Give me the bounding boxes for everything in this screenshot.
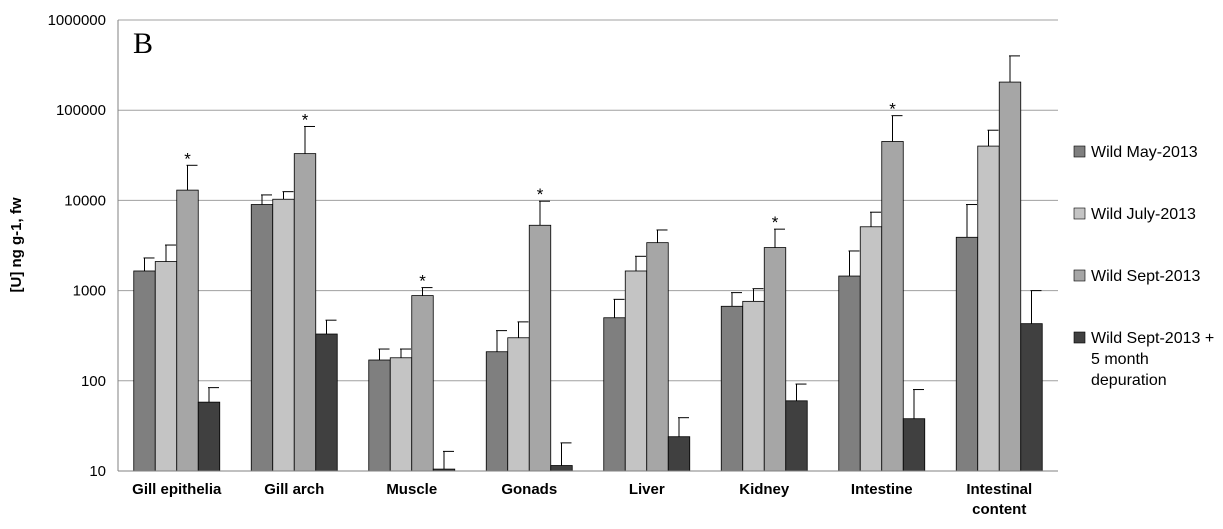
bar (176, 189, 199, 472)
y-tick-label: 100000 (56, 102, 106, 119)
x-category-label: Kidney (739, 481, 790, 498)
bar (1020, 323, 1043, 472)
legend-label: Wild May-2013 (1091, 144, 1198, 161)
bar (977, 145, 1000, 472)
axes (117, 20, 1058, 472)
bar (624, 270, 648, 472)
panel-label: B (133, 27, 153, 60)
legend-swatch (1073, 145, 1086, 158)
y-tick-label: 10000 (64, 192, 106, 209)
x-category-labels: Gill epithelia Gill arch Muscle Gonads Liver… (132, 481, 1032, 518)
legend: Wild May-2013 Wild July-2013 Wild Sept-201… (1073, 144, 1214, 389)
significance-marker: * (537, 185, 544, 204)
bar (955, 236, 979, 472)
bar (293, 153, 317, 472)
significance-marker: * (302, 110, 309, 129)
bar (315, 333, 338, 472)
significance-marker: * (419, 272, 426, 291)
y-axis-label: [U] ng g-1, fw (8, 197, 25, 292)
bar (389, 357, 413, 472)
bar (411, 295, 434, 472)
bar (603, 317, 626, 472)
bar (197, 401, 221, 472)
x-category-label: Muscle (386, 481, 437, 498)
x-category-label: Intestinal content (966, 481, 1032, 518)
bar (785, 400, 808, 472)
legend-label: Wild July-2013 (1091, 206, 1196, 223)
bar (720, 305, 744, 472)
legend-label: Wild Sept-2013 (1091, 268, 1200, 285)
legend-swatch (1073, 207, 1086, 220)
bar (250, 204, 274, 472)
bar (154, 261, 178, 472)
bar (838, 275, 861, 472)
y-tick-label: 1000 (73, 283, 106, 300)
bar (368, 359, 391, 472)
x-category-label: Intestine (851, 481, 913, 498)
bar (998, 81, 1022, 472)
significance-marker: * (889, 100, 896, 119)
bar (272, 198, 295, 472)
x-category-label: Gonads (501, 481, 557, 498)
y-tick-label: 10 (89, 463, 106, 480)
legend-label: Wild Sept-2013 +5 month depuration (1091, 330, 1214, 389)
significance-marker: * (184, 149, 191, 168)
bar (528, 224, 552, 472)
bar (859, 226, 883, 472)
legend-swatch (1073, 331, 1086, 344)
significance-marker: * (772, 213, 779, 232)
x-category-label: Liver (629, 481, 665, 498)
bar (881, 141, 904, 472)
bar (485, 351, 509, 472)
y-tick-label: 100 (81, 373, 106, 390)
x-category-label: Gill epithelia (132, 481, 222, 498)
bar (902, 418, 926, 472)
bar (133, 270, 156, 472)
bars: * * * * * * (133, 55, 1043, 472)
x-category-label: Gill arch (264, 481, 324, 498)
bar (742, 300, 765, 472)
y-tick-labels: 10 100 1000 10000 100000 1000000 (48, 12, 106, 480)
legend-swatch (1073, 269, 1086, 282)
bar (667, 436, 691, 472)
bar (507, 337, 530, 472)
y-tick-label: 1000000 (48, 12, 106, 29)
bar (646, 242, 669, 472)
bar (550, 465, 573, 472)
bar (763, 247, 787, 472)
